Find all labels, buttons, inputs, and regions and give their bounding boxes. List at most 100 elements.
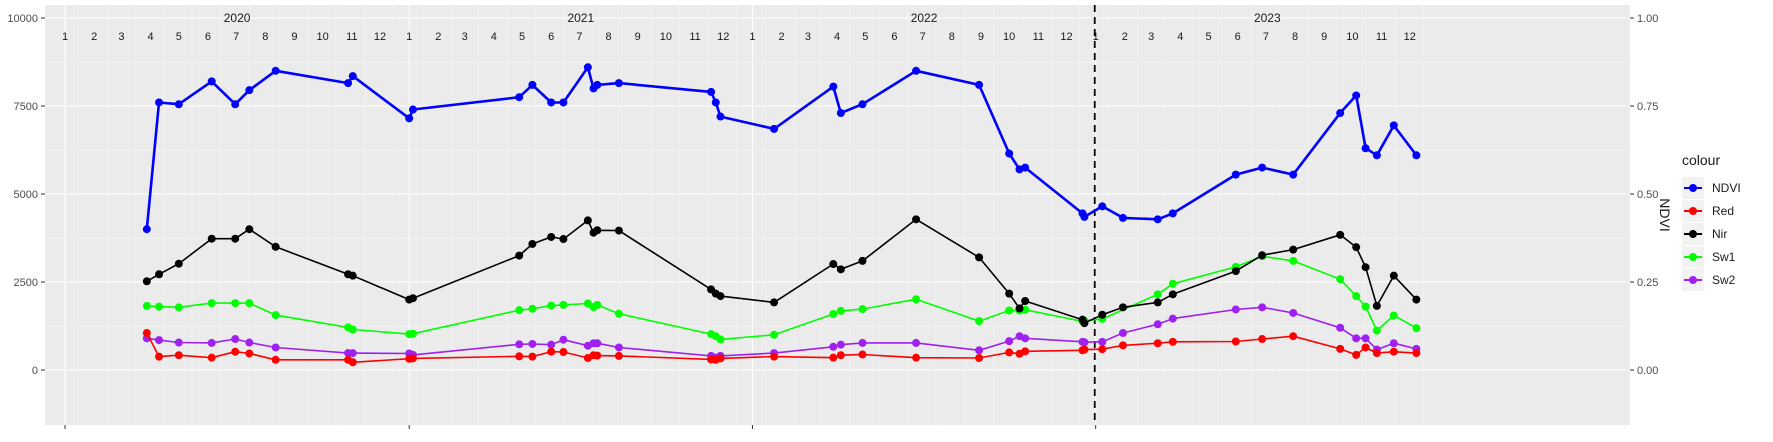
tick-label-right: 0.75 [1637, 101, 1658, 113]
y-axis-title-right: NDVI [1657, 198, 1673, 231]
data-point-red [836, 351, 845, 360]
data-point-sw2 [1258, 303, 1267, 312]
data-point-sw1 [1336, 275, 1345, 284]
data-point-red [559, 348, 568, 357]
data-point-sw2 [155, 336, 164, 345]
data-point-red [912, 353, 921, 362]
month-label: 9 [1321, 31, 1327, 43]
data-point-sw1 [1361, 302, 1370, 311]
data-point-sw1 [836, 306, 845, 315]
month-label: 6 [1235, 31, 1241, 43]
data-point-red [716, 354, 725, 363]
month-label: 7 [1263, 31, 1269, 43]
data-point-sw2 [547, 340, 556, 349]
data-point-ndvi [1098, 202, 1107, 211]
data-point-sw1 [1372, 326, 1381, 335]
legend-label: Red [1712, 204, 1734, 218]
year-label: 2021 [567, 11, 594, 25]
data-point-ndvi [593, 80, 602, 89]
data-point-red [1168, 337, 1177, 346]
data-point-sw2 [1168, 314, 1177, 323]
data-point-sw1 [231, 299, 240, 308]
data-point-sw2 [1231, 305, 1240, 314]
legend-item-red: Red [1682, 200, 1734, 222]
x-axis [64, 425, 1097, 429]
data-point-sw1 [912, 295, 921, 304]
tick-label-right: 1.00 [1637, 13, 1658, 25]
month-label: 12 [374, 31, 386, 43]
data-point-red [1361, 343, 1370, 352]
data-point-nir [1080, 319, 1089, 328]
data-point-red [207, 353, 216, 362]
data-point-ndvi [711, 98, 720, 107]
legend-label: Nir [1712, 227, 1727, 241]
data-point-sw2 [858, 338, 867, 347]
data-point-ndvi [344, 79, 353, 88]
legend-entries: NDVI Red Nir Sw1 Sw2 [1682, 177, 1741, 291]
series-red [142, 329, 1421, 367]
month-label: 12 [1404, 31, 1416, 43]
data-point-red [975, 354, 984, 363]
data-point-ndvi [707, 87, 716, 96]
data-point-nir [1289, 245, 1298, 254]
month-label: 6 [205, 31, 211, 43]
month-label: 6 [548, 31, 554, 43]
legend-label: Sw1 [1712, 250, 1736, 264]
data-point-sw2 [1080, 338, 1089, 347]
data-point-sw2 [271, 343, 280, 352]
data-point-sw1 [528, 304, 537, 313]
data-point-ndvi [142, 225, 151, 234]
data-point-red [593, 351, 602, 360]
data-point-sw2 [1021, 334, 1030, 343]
plot-panel [45, 5, 1630, 425]
month-label: 2 [779, 31, 785, 43]
data-point-nir [583, 216, 592, 225]
data-point-sw1 [515, 306, 524, 315]
data-point-ndvi [1021, 163, 1030, 172]
data-point-nir [1015, 304, 1024, 313]
data-point-sw2 [1153, 320, 1162, 329]
data-point-sw1 [1412, 324, 1421, 333]
month-label: 8 [605, 31, 611, 43]
data-point-nir [174, 259, 183, 268]
data-point-ndvi [559, 98, 568, 107]
data-point-nir [142, 277, 151, 286]
data-point-nir [1372, 301, 1381, 310]
data-point-ndvi [1118, 213, 1127, 222]
data-point-sw1 [716, 335, 725, 344]
data-point-nir [515, 251, 524, 260]
data-point-ndvi [583, 63, 592, 72]
month-label: 11 [689, 31, 700, 43]
data-point-nir [231, 234, 240, 243]
data-point-ndvi [858, 100, 867, 109]
month-label: 5 [862, 31, 868, 43]
data-point-red [245, 349, 254, 358]
data-point-nir [1412, 295, 1421, 304]
month-label: 2 [1122, 31, 1128, 43]
year-label: 2023 [1254, 11, 1281, 25]
month-label: 5 [1205, 31, 1211, 43]
data-point-ndvi [515, 93, 524, 102]
data-point-nir [836, 265, 845, 274]
data-point-sw2 [975, 346, 984, 355]
data-point-red [1372, 349, 1381, 358]
month-label: 12 [717, 31, 729, 43]
data-point-ndvi [155, 98, 164, 107]
data-point-nir [1361, 263, 1370, 272]
data-point-ndvi [770, 124, 779, 133]
data-point-red [1005, 348, 1014, 357]
legend-key-point [1689, 230, 1697, 238]
month-label: 3 [1148, 31, 1154, 43]
data-point-red [858, 350, 867, 359]
data-point-sw1 [559, 300, 568, 309]
data-point-ndvi [1336, 109, 1345, 118]
legend-key-point [1689, 253, 1697, 261]
month-label: 1 [1093, 31, 1099, 43]
data-point-nir [207, 234, 216, 243]
data-point-red [770, 352, 779, 361]
data-point-sw2 [559, 335, 568, 344]
data-point-red [1412, 349, 1421, 358]
data-point-red [528, 352, 537, 361]
data-point-sw2 [912, 338, 921, 347]
